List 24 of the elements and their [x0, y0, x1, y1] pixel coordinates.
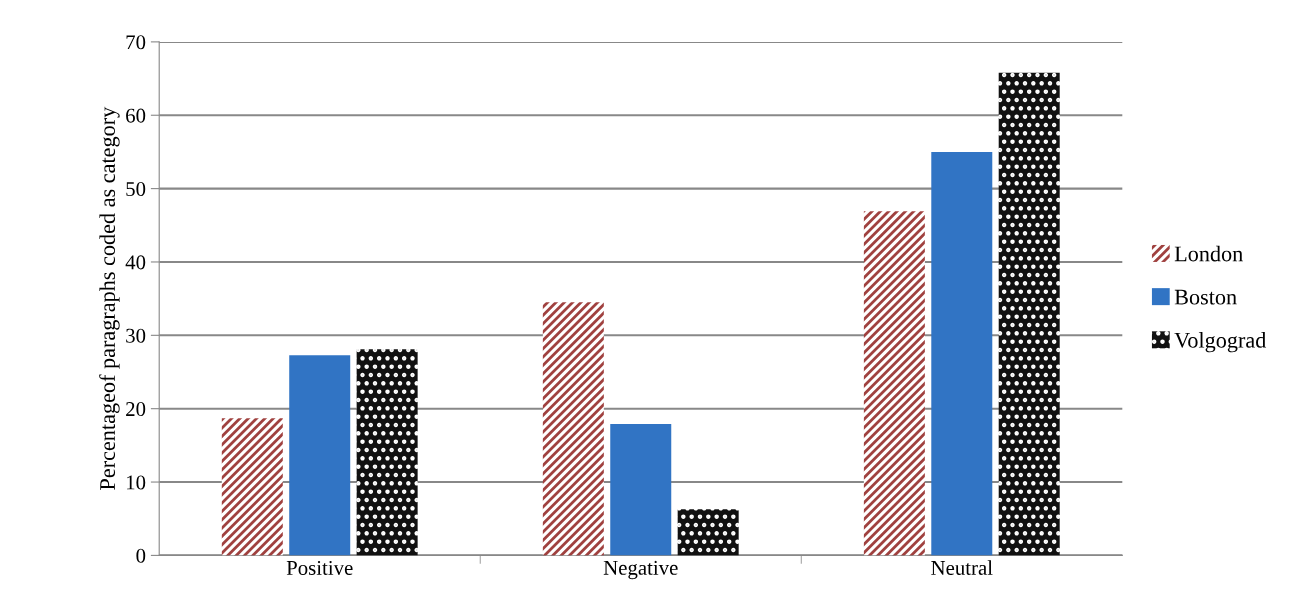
x-tick-label: Neutral — [931, 560, 993, 575]
x-tick-label: Positive — [286, 560, 353, 575]
bar — [221, 418, 283, 556]
y-tick-label: 30 — [126, 328, 146, 343]
y-tick-label: 20 — [126, 402, 146, 417]
bar — [677, 509, 739, 556]
y-tick-label: 70 — [126, 35, 146, 50]
legend-label: London — [1174, 245, 1243, 262]
y-tick-label: 60 — [126, 108, 146, 123]
bar — [542, 302, 604, 556]
bar — [356, 349, 418, 556]
bar — [610, 424, 672, 556]
y-tick-label: 0 — [136, 548, 146, 563]
y-tick-label: 10 — [127, 475, 146, 490]
bar — [998, 72, 1060, 556]
x-tick-label: Negative — [603, 560, 678, 580]
bar — [289, 355, 351, 556]
y-axis-title: Percentageof paragraphs coded as category — [99, 106, 120, 490]
legend-label: Boston — [1174, 289, 1237, 305]
bar — [931, 151, 993, 556]
bar — [863, 211, 925, 556]
legend-label: Volgograd — [1174, 332, 1267, 353]
y-tick-label: 40 — [125, 255, 146, 270]
y-tick-label: 50 — [126, 181, 146, 197]
